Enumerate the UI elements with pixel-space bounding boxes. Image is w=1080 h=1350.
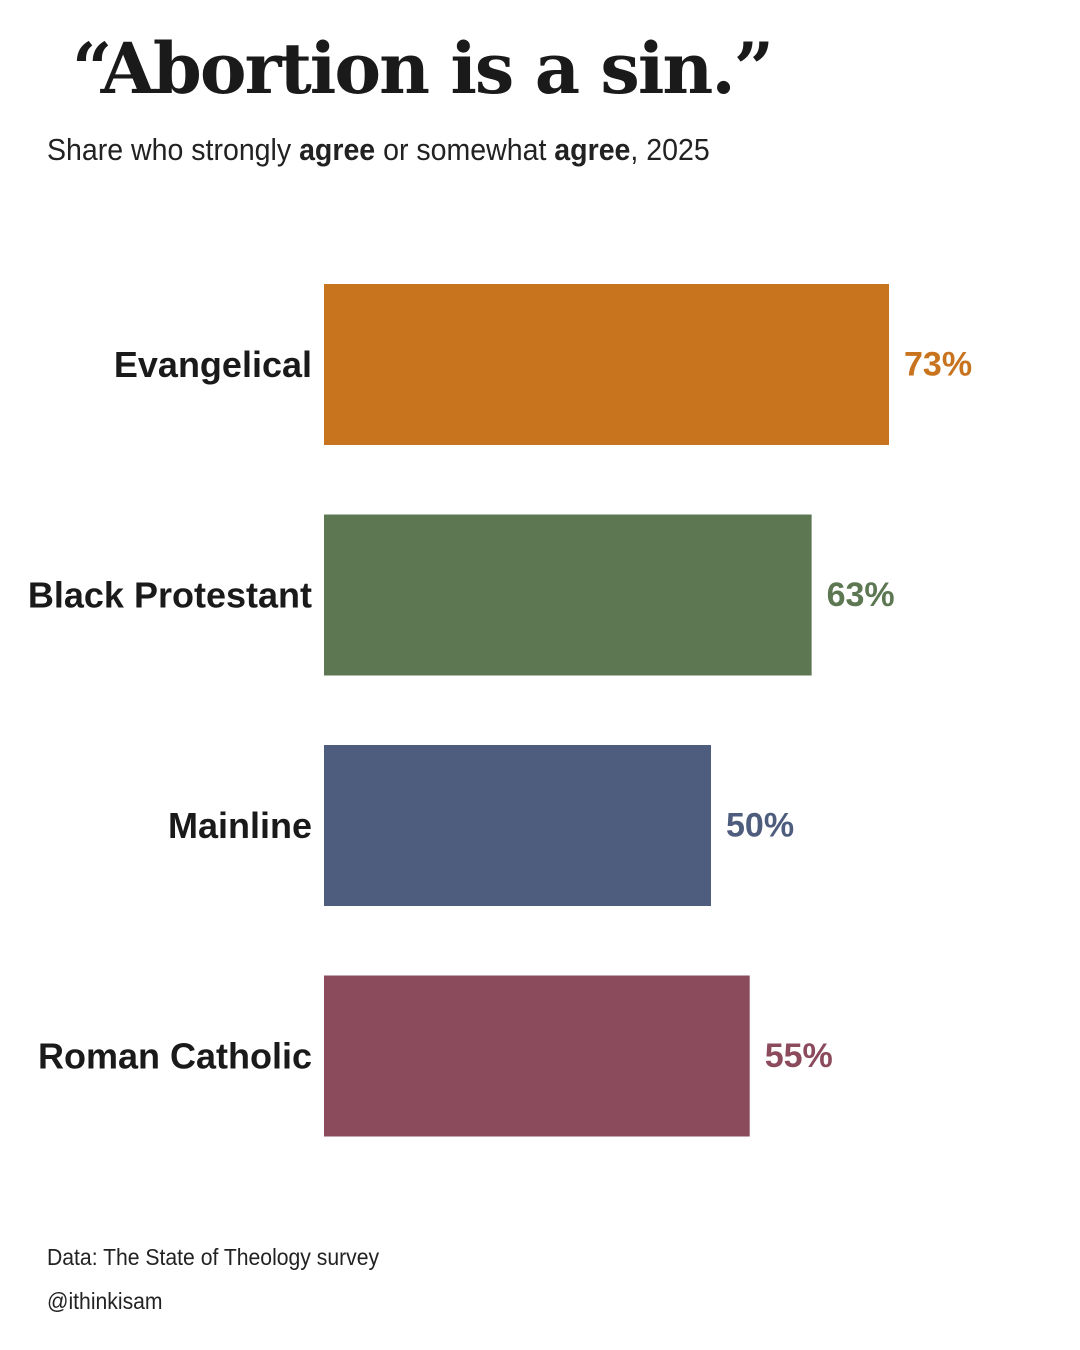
category-label: Mainline bbox=[168, 805, 312, 846]
value-label: 73% bbox=[904, 346, 972, 384]
bar-group: Roman Catholic 55% bbox=[38, 975, 833, 1137]
bar bbox=[324, 745, 711, 906]
category-label: Evangelical bbox=[114, 344, 312, 385]
subtitle-text-2: or somewhat bbox=[375, 132, 555, 167]
chart-title: “Abortion is a sin.” bbox=[72, 27, 774, 110]
bar-group: Black Protestant 63% bbox=[28, 514, 895, 676]
value-label: 55% bbox=[765, 1037, 833, 1075]
value-label: 63% bbox=[827, 576, 895, 614]
category-label: Black Protestant bbox=[28, 575, 312, 616]
bar bbox=[324, 975, 750, 1137]
category-label: Roman Catholic bbox=[38, 1036, 312, 1077]
subtitle-text-3: , 2025 bbox=[630, 132, 710, 167]
value-label: 50% bbox=[726, 807, 794, 845]
subtitle-text-1: Share who strongly bbox=[47, 132, 300, 167]
author-credit: @ithinkisam bbox=[47, 1288, 163, 1314]
bar-group: Evangelical 73% bbox=[114, 284, 972, 445]
subtitle-emphasis-1: agree bbox=[299, 132, 376, 167]
bar-group: Mainline 50% bbox=[168, 745, 794, 906]
subtitle-emphasis-2: agree bbox=[554, 132, 631, 167]
bar bbox=[324, 514, 812, 676]
bar bbox=[324, 284, 890, 445]
chart-subtitle: Share who strongly agree or somewhat agr… bbox=[47, 131, 710, 168]
data-source-note: Data: The State of Theology survey bbox=[47, 1244, 380, 1270]
